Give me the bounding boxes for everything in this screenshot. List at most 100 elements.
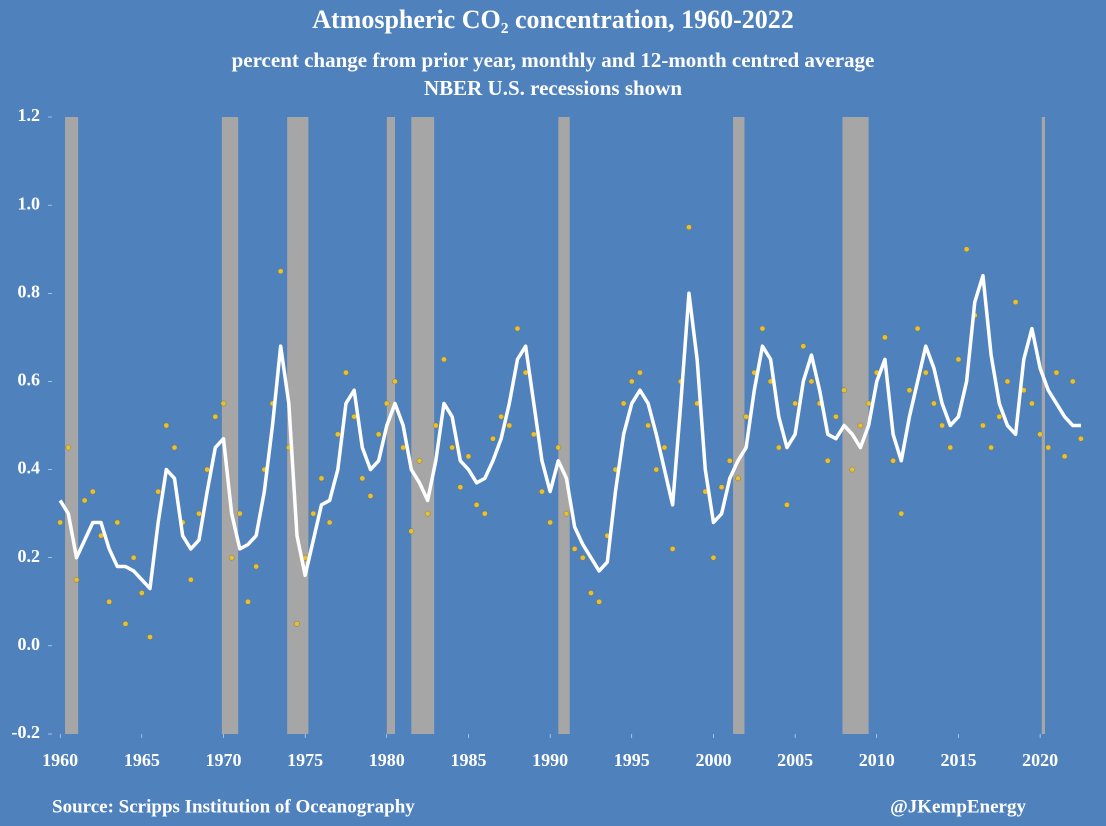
monthly-point	[792, 400, 798, 407]
monthly-point	[914, 325, 921, 332]
recession-band	[733, 117, 745, 734]
monthly-point	[686, 224, 692, 231]
x-tick-label: 1970	[205, 750, 241, 770]
monthly-point	[449, 444, 455, 451]
monthly-point	[367, 493, 374, 499]
monthly-point	[334, 431, 341, 438]
monthly-point	[530, 431, 537, 438]
monthly-point	[726, 457, 733, 464]
monthly-point	[620, 400, 627, 407]
y-tick-label: 1.0	[18, 193, 41, 213]
monthly-point	[228, 554, 235, 561]
monthly-point	[955, 356, 962, 363]
monthly-point	[628, 378, 635, 385]
monthly-point	[890, 457, 896, 464]
monthly-point	[441, 356, 447, 363]
monthly-point	[236, 510, 243, 517]
x-tick-label: 1965	[124, 750, 160, 770]
monthly-point	[824, 457, 831, 464]
monthly-point	[547, 519, 553, 526]
monthly-point	[637, 369, 643, 376]
monthly-point	[122, 620, 129, 627]
monthly-point	[563, 510, 570, 517]
monthly-point	[1029, 400, 1035, 407]
monthly-point	[73, 576, 80, 583]
monthly-point	[906, 387, 913, 394]
y-tick-label: 0.0	[18, 634, 41, 654]
monthly-point	[775, 444, 782, 451]
monthly-point	[857, 422, 864, 429]
monthly-point	[498, 413, 504, 420]
monthly-point	[457, 484, 464, 491]
monthly-point	[980, 422, 986, 429]
monthly-point	[106, 598, 113, 605]
monthly-point	[555, 444, 562, 451]
x-tick-label: 1995	[614, 750, 650, 770]
monthly-point	[898, 510, 905, 517]
recession-band	[287, 117, 309, 734]
monthly-point	[490, 435, 496, 442]
monthly-point	[89, 488, 96, 495]
monthly-point	[669, 546, 676, 552]
monthly-point	[922, 369, 929, 376]
x-tick-label: 2010	[859, 750, 895, 770]
monthly-point	[424, 510, 431, 517]
monthly-point	[114, 519, 121, 526]
monthly-point	[833, 413, 839, 420]
credit: @JKempEnergy	[890, 796, 1026, 817]
x-tick-label: 1975	[287, 750, 323, 770]
recession-band	[1041, 117, 1046, 734]
monthly-point	[841, 387, 847, 394]
monthly-point	[1012, 299, 1019, 305]
monthly-point	[710, 554, 717, 561]
monthly-point	[743, 413, 749, 420]
monthly-point	[661, 444, 668, 451]
x-tick-label: 2015	[940, 750, 976, 770]
x-tick-label: 1960	[42, 750, 78, 770]
monthly-point	[473, 501, 480, 508]
monthly-point	[939, 422, 945, 429]
x-tick-label: 2020	[1022, 750, 1058, 770]
monthly-point	[343, 369, 349, 376]
monthly-point	[1069, 378, 1076, 385]
monthly-point	[931, 400, 937, 407]
monthly-point	[506, 422, 513, 429]
monthly-point	[318, 475, 325, 482]
monthly-point	[375, 431, 382, 438]
monthly-point	[383, 400, 390, 407]
monthly-point	[996, 413, 1003, 420]
monthly-point	[400, 444, 406, 451]
monthly-point	[171, 444, 178, 451]
y-tick-label: 0.2	[18, 546, 41, 566]
monthly-point	[220, 400, 227, 407]
x-tick-label: 2005	[777, 750, 813, 770]
monthly-point	[392, 378, 398, 385]
monthly-point	[253, 563, 260, 570]
monthly-point	[81, 497, 88, 504]
monthly-point	[988, 444, 994, 451]
monthly-point	[130, 554, 137, 561]
monthly-point	[539, 488, 545, 495]
y-tick-label: 0.6	[18, 370, 41, 390]
recession-band	[558, 117, 570, 734]
monthly-point	[65, 444, 72, 451]
monthly-point	[800, 343, 807, 350]
y-tick-label: 0.8	[18, 281, 41, 301]
monthly-point	[1061, 453, 1068, 460]
monthly-point	[204, 466, 211, 473]
y-tick-label: 1.2	[18, 105, 41, 125]
monthly-point	[147, 634, 153, 640]
y-tick-label: 0.4	[18, 458, 41, 478]
recession-band	[65, 117, 79, 734]
recession-band	[411, 117, 435, 734]
x-tick-label: 1990	[532, 750, 568, 770]
monthly-point	[155, 488, 162, 495]
chart-subtitle: NBER U.S. recessions shown	[424, 76, 682, 100]
monthly-point	[571, 546, 578, 552]
chart-subtitle: percent change from prior year, monthly …	[232, 48, 875, 72]
monthly-point	[579, 554, 586, 561]
monthly-point	[138, 590, 145, 596]
y-tick-label: -0.2	[12, 722, 41, 742]
